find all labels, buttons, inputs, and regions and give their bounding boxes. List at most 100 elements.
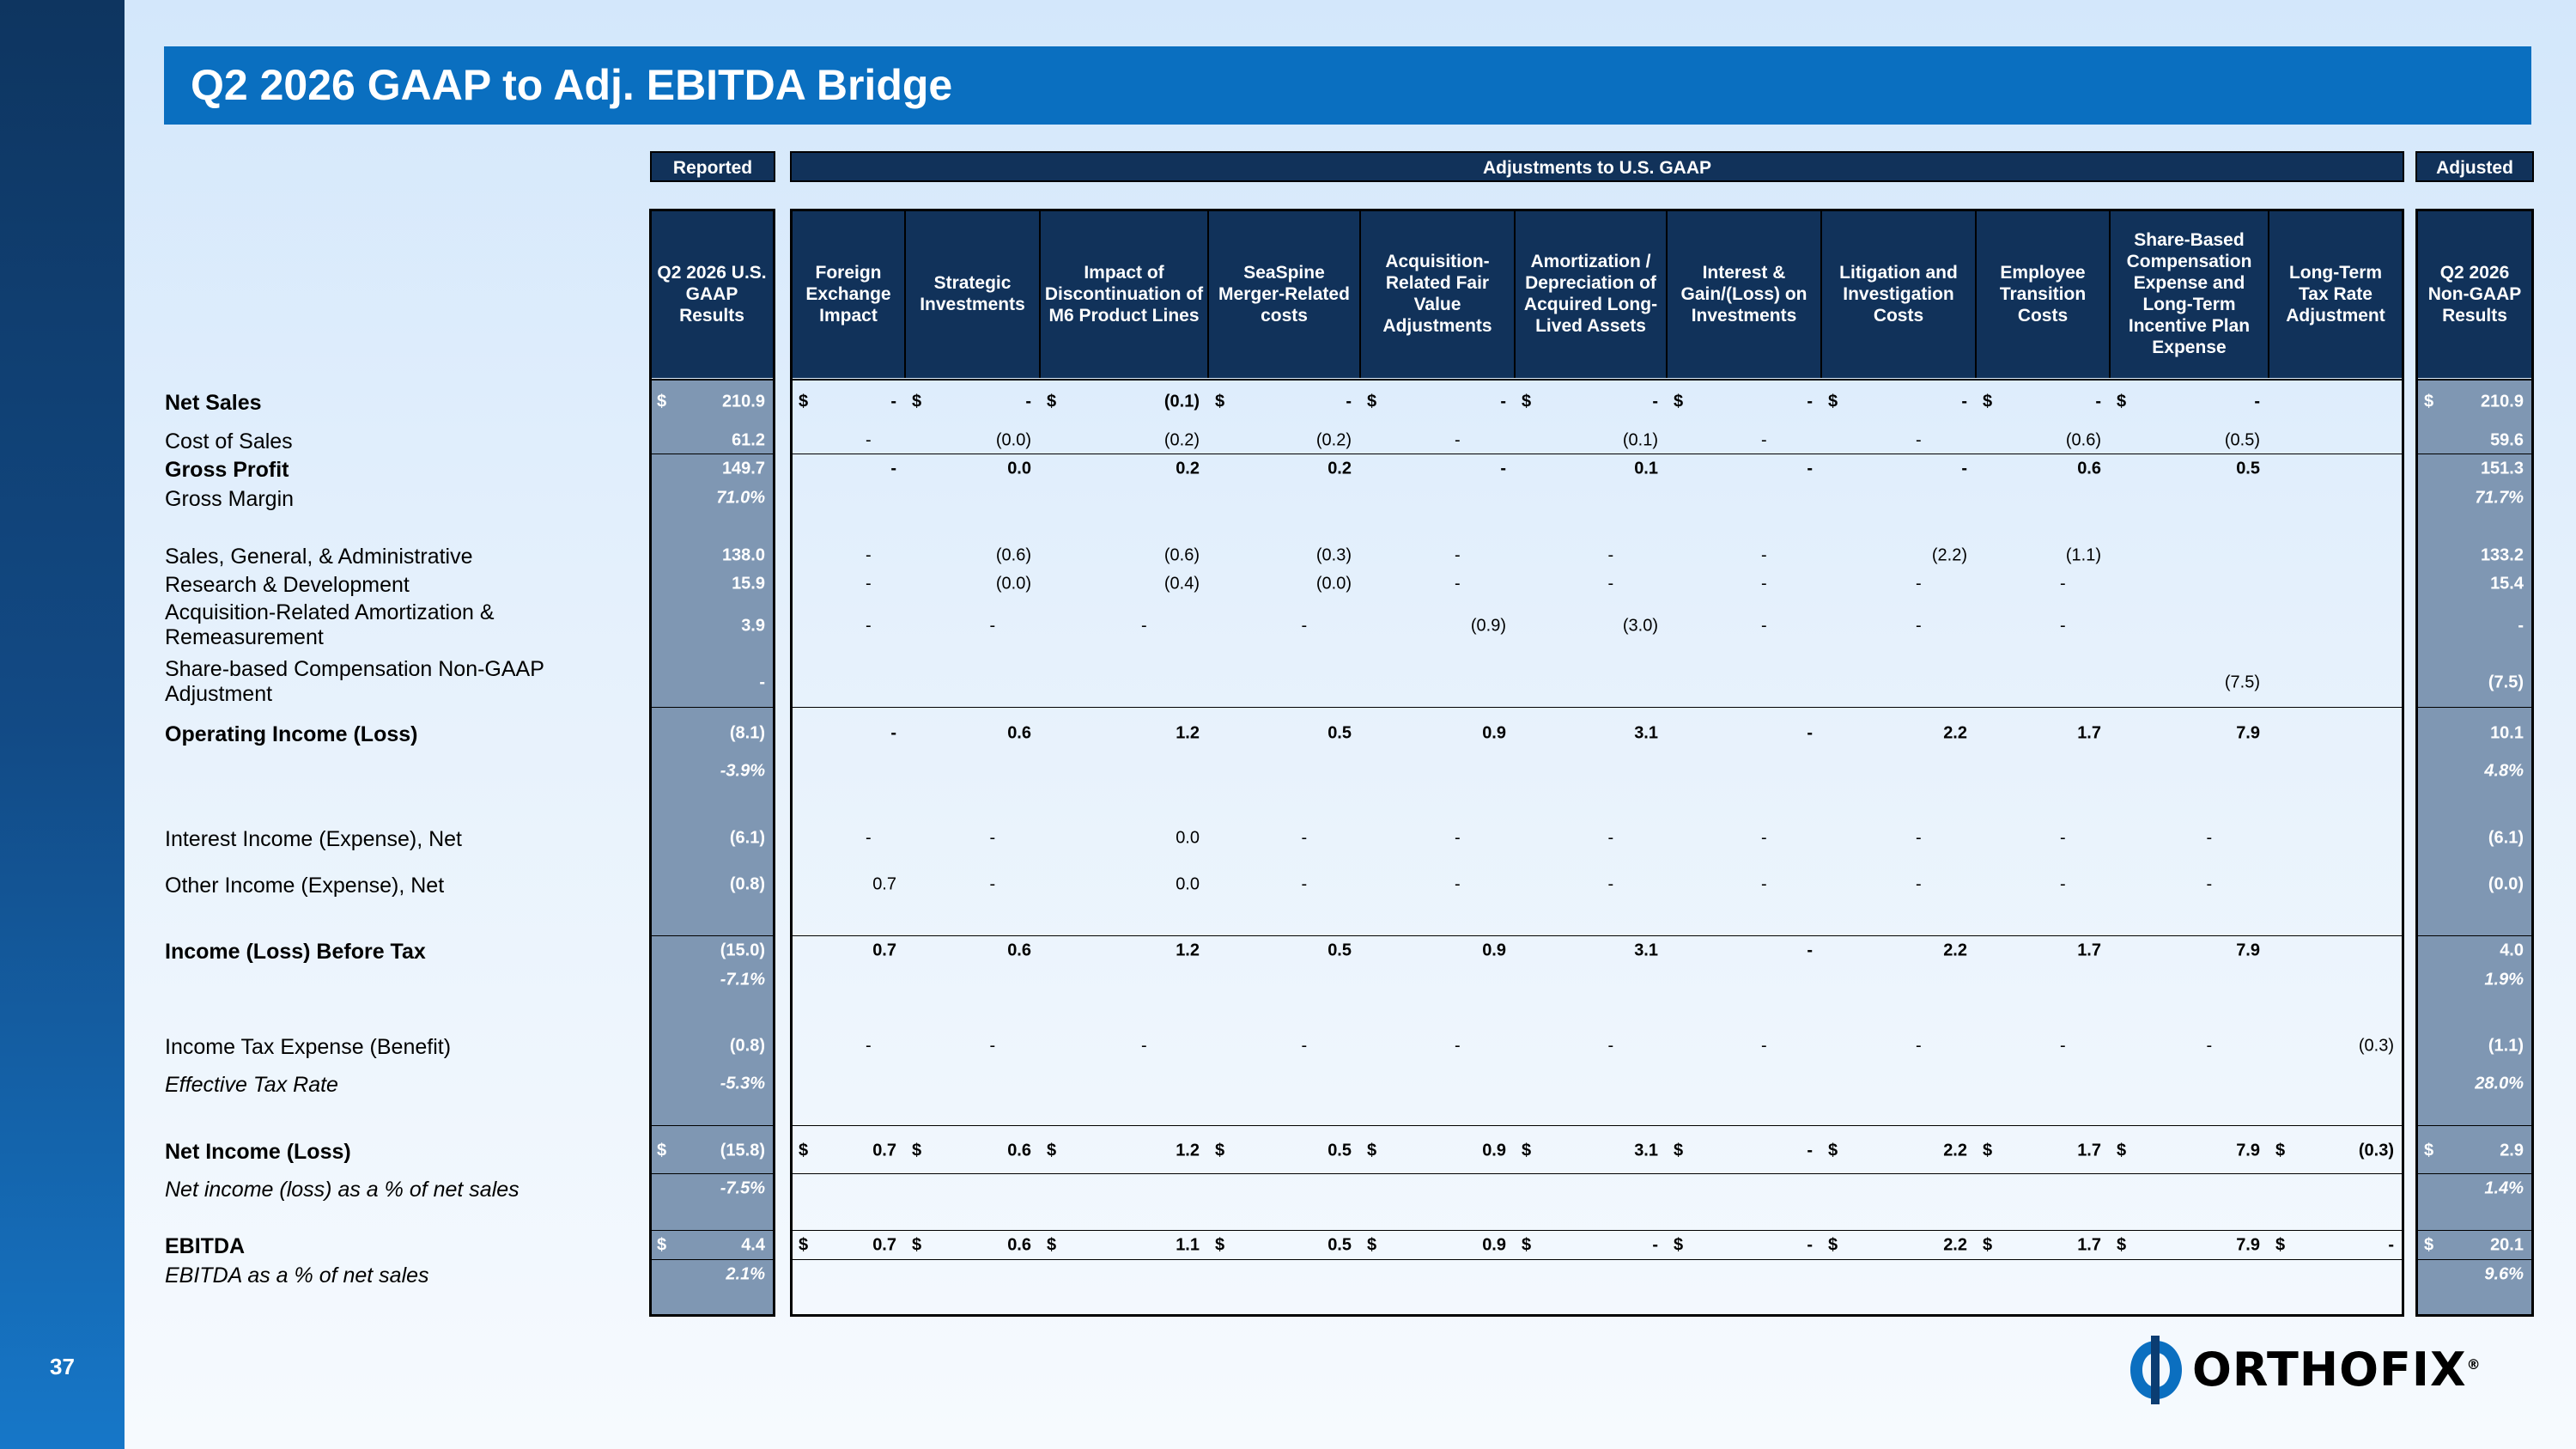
dollar-sign: $ — [1828, 1141, 1838, 1160]
table-cell: 0.6 — [1007, 1235, 1031, 1255]
table-cell: 2.2 — [1943, 1235, 1967, 1255]
table-cell: -3.9% — [720, 761, 765, 781]
company-logo: ORTHOFIX® — [2125, 1336, 2520, 1404]
table-cell: 0.2 — [1176, 459, 1200, 478]
table-cell: - — [2060, 574, 2066, 594]
row-divider — [650, 1173, 775, 1174]
dollar-sign: $ — [2275, 1141, 2286, 1160]
table-cell: 2.2 — [1943, 723, 1967, 743]
row-divider — [2415, 1125, 2534, 1126]
table-cell: (0.8) — [729, 1036, 765, 1056]
row-label: Net Income (Loss) — [165, 1140, 351, 1164]
table-cell: - — [1652, 392, 1658, 411]
table-cell: - — [1607, 545, 1614, 565]
table-cell: - — [1761, 828, 1767, 848]
table-cell: - — [1807, 723, 1813, 743]
adjusted-frame — [2415, 209, 2534, 1317]
table-cell: - — [2060, 828, 2066, 848]
table-cell: 3.1 — [1634, 723, 1658, 743]
table-cell: - — [1500, 392, 1506, 411]
table-cell: 9.6% — [2484, 1264, 2524, 1284]
table-cell: -7.1% — [720, 970, 765, 989]
column-header: Acquisition-Related Fair Value Adjustmen… — [1360, 210, 1515, 378]
column-header: Employee Transition Costs — [1976, 210, 2110, 378]
table-cell: 28.0% — [2475, 1074, 2524, 1093]
table-cell: 1.2 — [1176, 941, 1200, 960]
table-cell: (2.2) — [1931, 545, 1967, 565]
dollar-sign: $ — [2424, 392, 2434, 411]
reported-column-shade — [650, 379, 774, 1315]
table-cell: (0.3) — [2358, 1036, 2394, 1056]
table-cell: 10.1 — [2490, 723, 2524, 743]
table-cell: - — [1607, 874, 1614, 894]
row-label: Acquisition-Related Amortization & Remea… — [165, 600, 495, 649]
title-bar: Q2 2026 GAAP to Adj. EBITDA Bridge — [164, 46, 2531, 125]
table-cell: - — [866, 616, 872, 636]
table-cell: (15.8) — [720, 1141, 765, 1160]
table-cell: 1.1 — [1176, 1235, 1200, 1255]
dollar-sign: $ — [657, 1235, 667, 1255]
dollar-sign: $ — [1367, 1235, 1377, 1255]
table-cell: - — [2206, 828, 2213, 848]
table-cell: - — [1346, 392, 1352, 411]
table-cell: - — [1916, 574, 1922, 594]
table-cell: -7.5% — [720, 1178, 765, 1198]
side-bar: 37 — [0, 0, 125, 1449]
table-cell: 2.9 — [2500, 1141, 2524, 1160]
dollar-sign: $ — [2424, 1141, 2434, 1160]
table-cell: 1.7 — [2077, 941, 2101, 960]
dollar-sign: $ — [657, 392, 667, 411]
table-cell: - — [2388, 1235, 2394, 1255]
table-cell: - — [989, 1036, 996, 1056]
column-header: Strategic Investments — [905, 210, 1040, 378]
table-cell: 149.7 — [721, 459, 765, 478]
row-divider — [790, 935, 2404, 936]
table-cell: 20.1 — [2490, 1235, 2524, 1255]
row-divider — [790, 1259, 2404, 1260]
table-cell: 0.7 — [872, 1235, 896, 1255]
row-label: Net income (loss) as a % of net sales — [165, 1178, 519, 1202]
table-cell: 0.5 — [1327, 723, 1352, 743]
table-cell: 0.9 — [1482, 1235, 1506, 1255]
table-cell: - — [1652, 1235, 1658, 1255]
row-label: Sales, General, & Administrative — [165, 545, 473, 569]
row-divider — [650, 1230, 775, 1231]
table-cell: (0.5) — [2224, 430, 2260, 450]
table-cell: 15.9 — [732, 574, 765, 594]
table-cell: 210.9 — [721, 392, 765, 411]
table-cell: 4.8% — [2484, 761, 2524, 781]
column-header: Litigation and Investigation Costs — [1821, 210, 1976, 378]
table-cell: - — [2060, 874, 2066, 894]
table-cell: 71.0% — [716, 488, 765, 508]
table-cell: (0.0) — [1315, 574, 1352, 594]
column-header: Q2 2026 U.S. GAAP Results — [650, 210, 774, 378]
row-label: Gross Margin — [165, 487, 295, 511]
row-label: Interest Income (Expense), Net — [165, 827, 462, 851]
dollar-sign: $ — [1047, 392, 1057, 411]
table-cell: (0.1) — [1163, 392, 1200, 411]
dollar-sign: $ — [1983, 1141, 1993, 1160]
column-header: Long-Term Tax Rate Adjustment — [2269, 210, 2403, 378]
table-cell: - — [1301, 616, 1308, 636]
table-cell: (0.8) — [729, 874, 765, 894]
row-divider — [650, 1125, 775, 1126]
table-cell: 1.4% — [2484, 1178, 2524, 1198]
dollar-sign: $ — [912, 1235, 922, 1255]
table-cell: - — [1455, 545, 1461, 565]
dollar-sign: $ — [1215, 392, 1225, 411]
table-cell: (1.1) — [2488, 1036, 2524, 1056]
row-divider — [650, 1259, 775, 1260]
row-label: Share-based Compensation Non-GAAP Adjust… — [165, 657, 544, 706]
table-cell: - — [890, 392, 896, 411]
dollar-sign: $ — [1983, 1235, 1993, 1255]
table-cell: (0.9) — [1470, 616, 1506, 636]
dollar-sign: $ — [1828, 392, 1838, 411]
table-cell: - — [890, 459, 896, 478]
table-cell: - — [1807, 392, 1813, 411]
row-divider — [2415, 1259, 2534, 1260]
dollar-sign: $ — [912, 392, 922, 411]
row-divider — [650, 379, 775, 381]
table-cell: 0.9 — [1482, 941, 1506, 960]
row-divider — [650, 935, 775, 936]
group-reported: Reported — [650, 151, 775, 182]
